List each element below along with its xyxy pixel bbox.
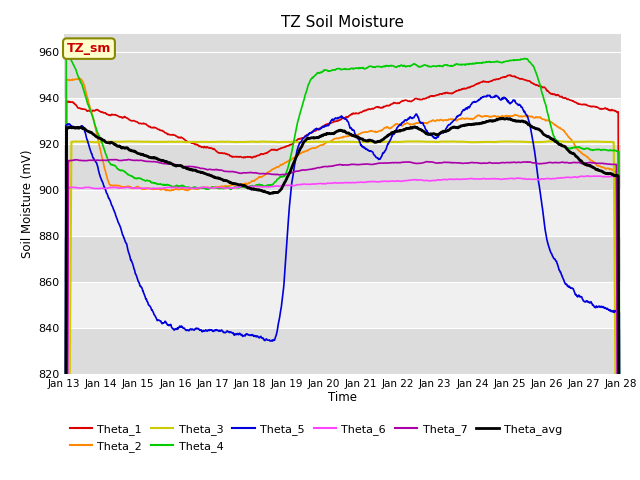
Theta_6 bbox=[584, 173, 591, 179]
Bar bbox=[64, 52, 621, 98]
Theta_5 bbox=[318, 125, 326, 131]
Theta_2 bbox=[318, 142, 326, 148]
Theta_5 bbox=[296, 140, 304, 145]
Theta_3 bbox=[377, 139, 385, 145]
Line: Theta_4: Theta_4 bbox=[64, 52, 621, 480]
Theta_4 bbox=[104, 156, 111, 162]
Text: TZ_sm: TZ_sm bbox=[67, 42, 111, 55]
Theta_1 bbox=[308, 130, 316, 136]
Theta_7 bbox=[103, 157, 111, 163]
Theta_1 bbox=[318, 124, 326, 130]
Line: Theta_avg: Theta_avg bbox=[64, 119, 621, 480]
Theta_4 bbox=[63, 49, 70, 55]
Theta_2 bbox=[126, 185, 134, 191]
Theta_4 bbox=[297, 108, 305, 114]
X-axis label: Time: Time bbox=[328, 391, 357, 404]
Y-axis label: Soil Moisture (mV): Soil Moisture (mV) bbox=[20, 150, 34, 258]
Line: Theta_3: Theta_3 bbox=[64, 141, 621, 480]
Theta_3 bbox=[308, 139, 316, 145]
Theta_avg bbox=[318, 133, 326, 139]
Theta_6 bbox=[126, 185, 134, 191]
Bar bbox=[64, 190, 621, 236]
Theta_2 bbox=[378, 128, 385, 133]
Title: TZ Soil Moisture: TZ Soil Moisture bbox=[281, 15, 404, 30]
Theta_3 bbox=[126, 139, 134, 144]
Theta_4 bbox=[126, 173, 134, 179]
Theta_avg bbox=[126, 147, 134, 153]
Theta_6 bbox=[377, 179, 385, 184]
Bar bbox=[64, 236, 621, 282]
Theta_6 bbox=[308, 181, 316, 187]
Theta_2 bbox=[76, 76, 83, 82]
Theta_7 bbox=[297, 168, 305, 173]
Theta_5 bbox=[377, 155, 385, 161]
Theta_2 bbox=[297, 151, 305, 156]
Line: Theta_7: Theta_7 bbox=[64, 159, 621, 480]
Theta_2 bbox=[104, 176, 111, 182]
Theta_7 bbox=[378, 160, 385, 166]
Theta_7 bbox=[318, 164, 326, 170]
Bar bbox=[64, 328, 621, 374]
Theta_avg bbox=[308, 135, 316, 141]
Bar bbox=[64, 98, 621, 144]
Theta_1 bbox=[507, 72, 515, 78]
Theta_avg bbox=[499, 116, 506, 121]
Bar bbox=[64, 144, 621, 190]
Theta_3 bbox=[318, 139, 326, 144]
Theta_7 bbox=[308, 166, 316, 172]
Theta_4 bbox=[378, 64, 385, 70]
Line: Theta_1: Theta_1 bbox=[64, 75, 621, 480]
Theta_1 bbox=[377, 105, 385, 110]
Theta_4 bbox=[318, 69, 326, 75]
Theta_5 bbox=[126, 253, 134, 259]
Theta_5 bbox=[486, 92, 493, 98]
Theta_7 bbox=[124, 156, 132, 162]
Theta_3 bbox=[552, 138, 559, 144]
Theta_avg bbox=[296, 146, 304, 152]
Theta_4 bbox=[308, 75, 316, 81]
Theta_6 bbox=[296, 182, 304, 188]
Theta_1 bbox=[296, 135, 304, 141]
Theta_7 bbox=[126, 157, 134, 163]
Line: Theta_2: Theta_2 bbox=[64, 79, 621, 480]
Theta_avg bbox=[377, 138, 385, 144]
Theta_3 bbox=[296, 139, 304, 145]
Theta_6 bbox=[103, 185, 111, 191]
Theta_5 bbox=[308, 129, 316, 135]
Theta_5 bbox=[103, 191, 111, 196]
Theta_1 bbox=[103, 111, 111, 117]
Legend: Theta_1, Theta_2, Theta_3, Theta_4, Theta_5, Theta_6, Theta_7, Theta_avg: Theta_1, Theta_2, Theta_3, Theta_4, Thet… bbox=[70, 424, 563, 452]
Line: Theta_5: Theta_5 bbox=[64, 95, 621, 480]
Theta_avg bbox=[103, 140, 111, 145]
Bar bbox=[64, 282, 621, 328]
Theta_1 bbox=[126, 117, 134, 123]
Theta_3 bbox=[103, 139, 111, 144]
Line: Theta_6: Theta_6 bbox=[64, 176, 621, 480]
Theta_6 bbox=[318, 181, 326, 187]
Theta_2 bbox=[308, 145, 316, 151]
